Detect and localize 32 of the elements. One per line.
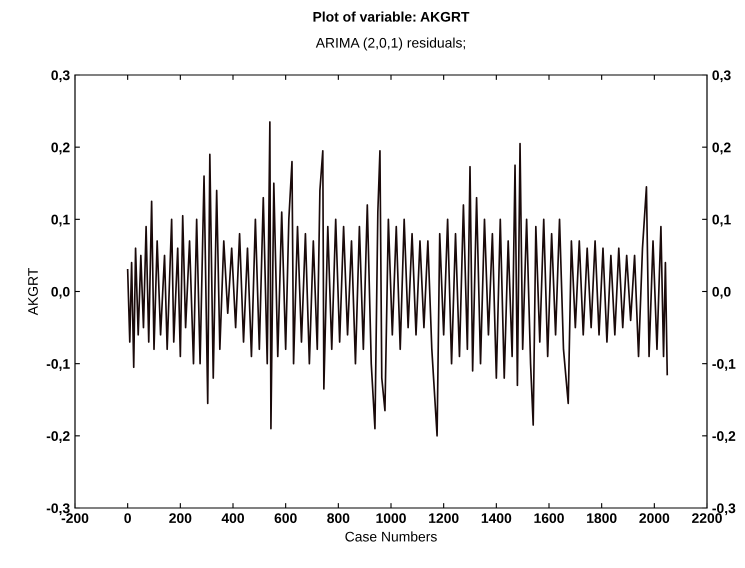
y-tick-label: 0,0 — [51, 286, 70, 299]
x-tick-label: 400 — [222, 513, 244, 524]
y2-tick-label: 0,1 — [712, 214, 731, 227]
x-tick-label: 800 — [327, 513, 350, 524]
y2-tick-label: -0,3 — [712, 503, 736, 516]
chart-subtitle: ARIMA (2,0,1) residuals; — [316, 38, 466, 50]
y-tick-label: -0,1 — [46, 359, 70, 371]
y-tick-label: -0,2 — [46, 431, 70, 444]
x-tick-label: 200 — [169, 513, 192, 524]
x-tick-label: 2000 — [639, 513, 670, 524]
y-axis-title: AKGRT — [28, 268, 38, 316]
y-tick-label: 0,2 — [51, 142, 70, 154]
x-tick-label: 1200 — [429, 513, 459, 524]
y2-tick-label: -0,1 — [712, 359, 736, 371]
y-tick-label: 0,1 — [51, 214, 70, 227]
y2-tick-label: 0,0 — [712, 286, 731, 299]
x-tick-label: 600 — [274, 513, 297, 524]
chart-title: Plot of variable: AKGRT — [313, 12, 470, 22]
y-tick-label: 0,3 — [51, 70, 70, 82]
x-tick-label: 0 — [124, 513, 131, 524]
x-tick-label: 1400 — [482, 513, 512, 524]
x-tick-label: 2200 — [692, 513, 722, 524]
x-tick-label: 1600 — [534, 513, 564, 524]
x-tick-label: 1800 — [587, 513, 617, 524]
y2-tick-label: -0,2 — [712, 431, 736, 444]
y2-tick-label: 0,3 — [712, 70, 731, 82]
x-axis-title: Case Numbers — [345, 531, 437, 542]
line-series — [126, 121, 668, 437]
y2-tick-label: 0,2 — [712, 142, 731, 154]
x-tick-label: 1000 — [376, 513, 406, 524]
y-tick-label: -0,3 — [46, 503, 70, 516]
x-tick-label: -200 — [62, 513, 88, 524]
